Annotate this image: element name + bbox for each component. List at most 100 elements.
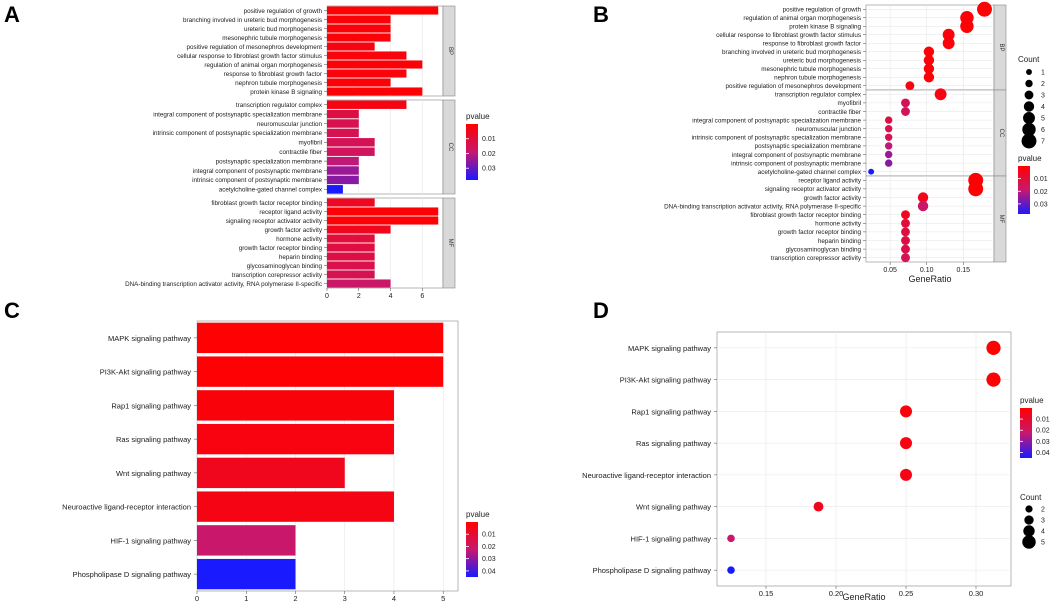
category-label: positive regulation of growth xyxy=(244,8,323,15)
count-legend-label: 2 xyxy=(1041,507,1045,514)
category-label: positive regulation of mesonephros devel… xyxy=(187,44,323,51)
dot-growth-factor-receptor-binding xyxy=(901,227,910,237)
category-label: contractile fiber xyxy=(818,109,861,116)
dot-phospholipase-d-signaling-pathway xyxy=(727,566,735,574)
panel-letter-c: C xyxy=(4,298,20,323)
dot-intrinsic-component-of-postsynaptic-membrane xyxy=(884,159,893,167)
category-label: heparin binding xyxy=(818,238,862,245)
x-tick-label: 2 xyxy=(293,594,297,603)
bar-acetylcholine-gated-channel-complex xyxy=(327,185,343,194)
colorbar-tick-label: 0.04 xyxy=(482,568,496,575)
category-label: regulation of animal organ morphogenesis xyxy=(204,62,322,69)
x-tick-label: 0.20 xyxy=(829,589,844,598)
facet-strip xyxy=(442,99,456,195)
bar-ras-signaling-pathway xyxy=(197,423,394,455)
bar-response-to-fibroblast-growth-factor xyxy=(327,69,407,78)
category-label: positive regulation of mesonephros devel… xyxy=(726,83,862,90)
category-label: fibroblast growth factor receptor bindin… xyxy=(750,212,861,219)
x-tick-label: 3 xyxy=(343,594,347,603)
count-legend-dot xyxy=(1025,79,1033,88)
category-label: protein kinase B signaling xyxy=(789,24,861,31)
category-label: growth factor activity xyxy=(265,227,323,234)
category-label: growth factor receptor binding xyxy=(778,229,862,236)
x-tick-label: 6 xyxy=(420,293,424,300)
bar-integral-component-of-postsynaptic-specialization-membrane xyxy=(327,109,359,119)
dot-rap1-signaling-pathway xyxy=(900,405,912,418)
category-label: integral component of postsynaptic membr… xyxy=(732,152,862,159)
category-label: transcription corepressor activity xyxy=(771,255,862,262)
category-label: mesonephric tubule morphogenesis xyxy=(222,35,322,42)
colorbar-tick-label: 0.04 xyxy=(1036,450,1050,457)
dot-ureteric-bud-morphogenesis xyxy=(923,55,935,66)
count-legend-dot xyxy=(1022,122,1036,137)
bar-positive-regulation-of-growth xyxy=(327,6,439,15)
category-label: postsynaptic specialization membrane xyxy=(216,158,323,165)
bar-hif-1-signaling-pathway xyxy=(197,525,296,556)
chart-a-go-barplot: BP positive regulation of growth branching… xyxy=(125,5,496,300)
chart-b-go-dotplot: BP positive regulation of growthregulatio… xyxy=(664,1,1048,284)
colorbar-tick-label: 0.01 xyxy=(1034,176,1048,183)
category-label: MAPK signaling pathway xyxy=(108,334,191,343)
bar-phospholipase-d-signaling-pathway xyxy=(197,558,296,590)
facet-strip-label: BP xyxy=(998,43,1004,51)
category-label: receptor ligand activity xyxy=(798,178,862,185)
count-legend-title: Count xyxy=(1018,55,1040,64)
bar-regulation-of-animal-organ-morphogenesis xyxy=(327,60,423,69)
bar-mapk-signaling-pathway xyxy=(197,322,444,354)
bar-ureteric-bud-morphogenesis xyxy=(327,24,391,33)
colorbar-tick-label: 0.02 xyxy=(1034,189,1048,196)
x-tick-label: 0.15 xyxy=(956,267,970,274)
dot-myofibril xyxy=(901,98,910,108)
category-label: Phospholipase D signaling pathway xyxy=(73,570,192,579)
bar-cellular-response-to-fibroblast-growth-factor-stimulus xyxy=(327,51,407,60)
bar-integral-component-of-postsynaptic-membrane xyxy=(327,166,359,175)
category-label: intrinsic component of postsynaptic spec… xyxy=(153,130,323,137)
chart-c-kegg-barplot: MAPK signaling pathway PI3K-Akt signaling… xyxy=(62,320,496,603)
bar-transcription-corepressor-activity xyxy=(327,270,375,279)
dot-pi3k-akt-signaling-pathway xyxy=(986,372,1001,387)
category-label: HIF-1 signaling pathway xyxy=(631,534,712,543)
colorbar-tick-label: 0.01 xyxy=(482,532,496,539)
colorbar-tick-label: 0.02 xyxy=(482,151,496,158)
dot-neuromuscular-junction xyxy=(884,125,893,133)
category-label: PI3K-Akt signaling pathway xyxy=(620,376,712,385)
pvalue-legend-title: pvalue xyxy=(1018,154,1042,163)
category-label: ureteric bud morphogenesis xyxy=(244,26,322,33)
dot-hif-1-signaling-pathway xyxy=(727,534,735,543)
dot-intrinsic-component-of-postsynaptic-specialization-membrane xyxy=(884,133,893,141)
category-label: branching involved in ureteric bud morph… xyxy=(722,49,861,56)
bar-growth-factor-activity xyxy=(327,225,391,234)
colorbar-tick-label: 0.03 xyxy=(482,166,496,173)
x-axis-title: GeneRatio xyxy=(908,274,951,284)
category-label: transcription regulator complex xyxy=(775,92,862,99)
count-legend-label: 4 xyxy=(1041,104,1045,111)
colorbar-tick-label: 0.01 xyxy=(482,136,496,143)
bar-protein-kinase-b-signaling xyxy=(327,87,423,96)
bar-pi3k-akt-signaling-pathway xyxy=(197,356,444,387)
category-label: cellular response to fibroblast growth f… xyxy=(716,32,861,39)
count-legend-dot xyxy=(1023,112,1035,124)
count-legend-dot xyxy=(1021,133,1037,149)
category-label: transcription corepressor activity xyxy=(232,272,323,279)
dot-dna-binding-transcription-activator-activity-rna-polymerase-ii-specific xyxy=(917,200,929,212)
bar-mesonephric-tubule-morphogenesis xyxy=(327,33,391,42)
category-label: contractile fiber xyxy=(279,149,322,156)
pvalue-legend-title: pvalue xyxy=(466,112,490,121)
colorbar-tick-label: 0.03 xyxy=(482,556,496,563)
panel-letter-d: D xyxy=(593,298,609,323)
count-legend-title: Count xyxy=(1020,493,1042,502)
category-label: positive regulation of growth xyxy=(783,7,862,14)
count-legend-label: 2 xyxy=(1041,81,1045,88)
dot-cellular-response-to-fibroblast-growth-factor-stimulus xyxy=(942,28,955,41)
category-label: protein kinase B signaling xyxy=(250,89,322,96)
dot-nephron-tubule-morphogenesis xyxy=(923,72,935,83)
category-label: cellular response to fibroblast growth f… xyxy=(177,53,322,60)
x-tick-label: 5 xyxy=(441,594,445,603)
category-label: myofibril xyxy=(299,140,322,147)
dot-wnt-signaling-pathway xyxy=(813,501,824,512)
pvalue-colorbar xyxy=(466,124,478,180)
bar-neuromuscular-junction xyxy=(327,119,359,128)
category-label: integral component of postsynaptic speci… xyxy=(153,111,322,118)
bar-growth-factor-receptor-binding xyxy=(327,243,375,252)
bar-hormone-activity xyxy=(327,234,375,243)
